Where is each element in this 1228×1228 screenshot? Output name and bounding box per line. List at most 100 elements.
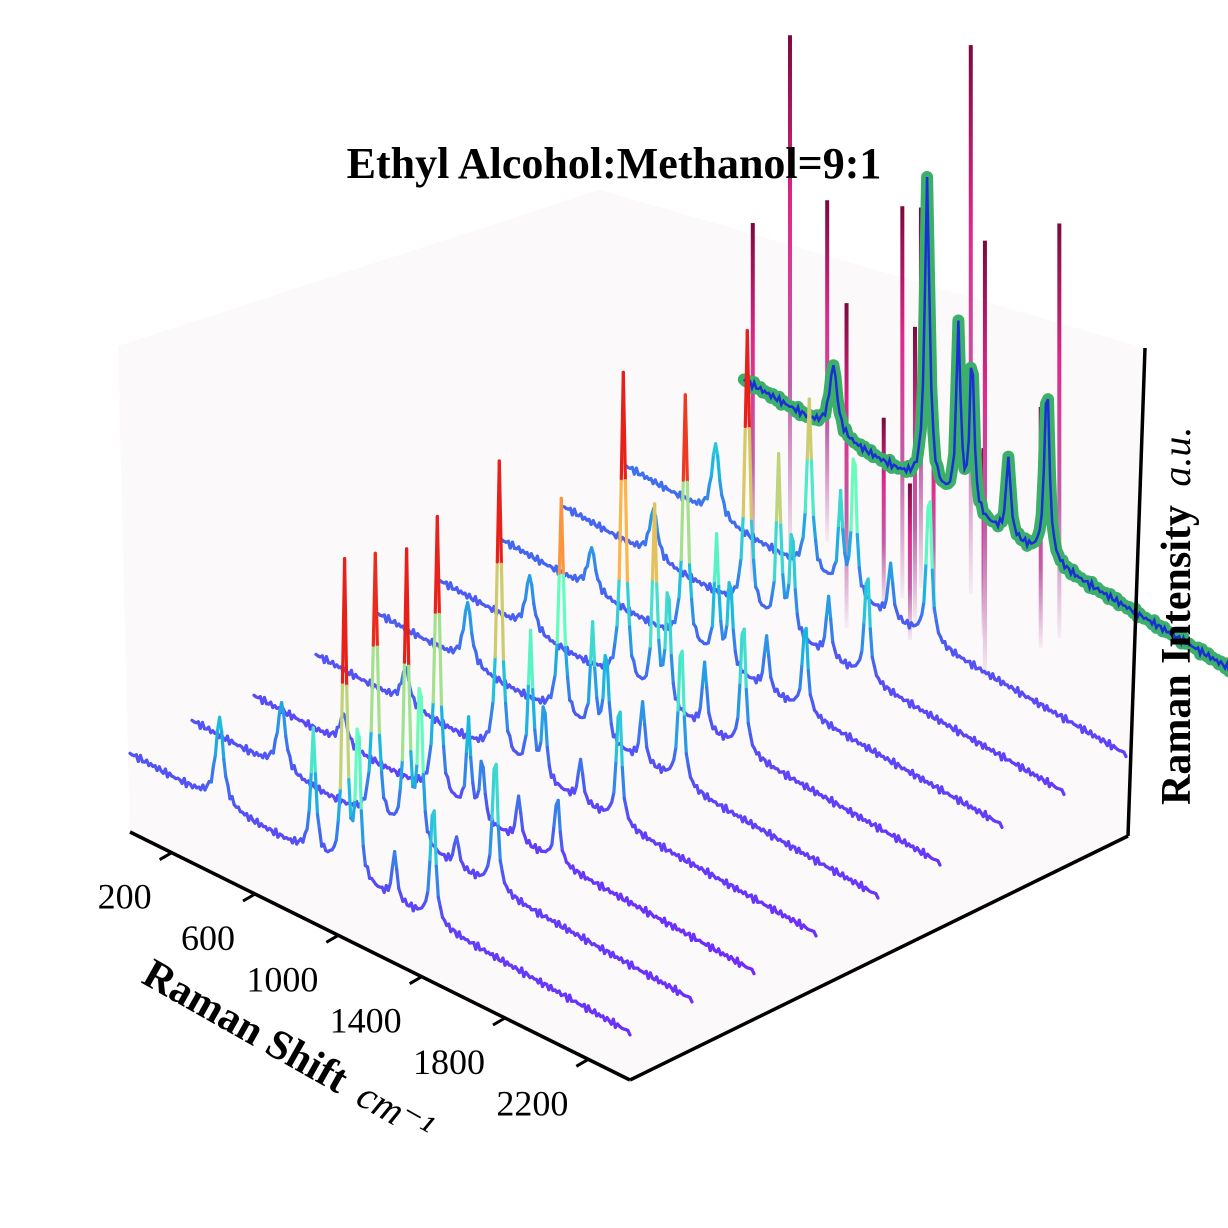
spectrum-segment	[561, 573, 568, 650]
spectrum-segment	[620, 765, 626, 801]
spectrum-segment	[499, 562, 506, 664]
spectrum-segment	[369, 643, 375, 733]
spectrum-segment	[365, 865, 372, 880]
spectra-series	[128, 171, 1228, 1037]
spectrum-segment	[623, 479, 630, 586]
spectrum-segment	[787, 532, 793, 585]
intensity-stem	[968, 45, 973, 594]
spectrum-segment	[749, 519, 756, 562]
x-tick-mark	[575, 1058, 590, 1068]
spectrum-segment	[733, 649, 740, 666]
spectrum-segment	[729, 587, 735, 632]
spectrum-segment	[888, 561, 895, 586]
spectrum-segment	[829, 617, 835, 645]
spectrum-segment	[612, 758, 618, 794]
spectrum-segment	[581, 773, 587, 794]
spectrum-segment	[550, 823, 556, 847]
spectrum-series-5	[438, 370, 942, 867]
spectrum-segment	[679, 478, 685, 562]
spectrum-segment	[742, 627, 748, 692]
intensity-stem	[931, 412, 936, 614]
spectrum-segment	[438, 905, 445, 919]
spectrum-segment	[632, 659, 638, 674]
spectrum-segment	[437, 612, 444, 709]
spectrum-segment	[423, 810, 429, 834]
spectrum-segment	[661, 646, 667, 667]
spectrum-segment	[826, 594, 833, 621]
spectrum-segment	[334, 818, 340, 842]
z-axis-label-group: Raman Intensity a.u.	[1154, 427, 1200, 805]
x-tick-mark	[158, 851, 173, 861]
spectrum-segment	[338, 680, 345, 790]
spectrum-segment	[677, 557, 683, 599]
spectrum-segment	[624, 806, 631, 821]
spectrum-segment	[687, 563, 694, 601]
spectrum-segment	[565, 675, 572, 702]
spectrum-segment	[689, 597, 696, 626]
spectrum-segment	[455, 835, 461, 849]
spectrum-segment	[1060, 788, 1066, 797]
spectrum-segment	[593, 666, 599, 700]
spectrum-segment	[781, 573, 787, 600]
spectrum-segment	[1122, 750, 1128, 759]
spectrum-segment	[375, 645, 382, 738]
spectrum-segment	[539, 705, 545, 744]
x-tick-mark	[492, 1016, 506, 1027]
spectrum-segment	[424, 889, 430, 903]
spectrum-segment	[855, 532, 861, 570]
spectrum-segment	[640, 700, 647, 727]
z-axis-label: Raman Intensity a.u.	[1154, 427, 1200, 805]
spectrum-segment	[280, 700, 286, 716]
spectrum-segment	[363, 783, 369, 801]
spectrum-segment	[791, 539, 797, 592]
spectrum-segment	[714, 532, 721, 588]
spectrum-segment	[772, 518, 779, 582]
spectrum-segment	[439, 705, 446, 748]
spectrum-segment	[528, 628, 535, 692]
spectrum-segment	[353, 727, 359, 802]
spectrum-segment	[655, 582, 661, 642]
intensity-stem	[844, 303, 849, 628]
spectrum-segment	[617, 476, 623, 581]
spectrum-segment	[853, 463, 859, 537]
spectrum-segment	[313, 772, 320, 817]
spectrum-segment	[307, 770, 313, 812]
spectrum-segment	[622, 796, 629, 811]
spectrum-segment	[868, 627, 874, 659]
spectrum-segment	[592, 553, 598, 573]
spectrum-segment	[614, 715, 620, 763]
spectrum-segment	[524, 682, 531, 736]
spectrum-segment	[998, 821, 1004, 830]
spectrum-segment	[351, 797, 357, 823]
spectrum-segment	[747, 427, 754, 523]
overlay-mean-line	[742, 176, 1228, 672]
spectrum-segment	[716, 454, 722, 482]
spectrum-segment	[795, 612, 802, 631]
spectrum-segment	[671, 681, 678, 701]
spectrum-segment	[222, 757, 228, 779]
z-axis-line	[1126, 347, 1147, 837]
spectrum-segment	[213, 728, 220, 757]
spectrum-segment	[613, 623, 619, 644]
spectrum-segment	[553, 640, 559, 677]
spectrum-segment	[395, 867, 401, 891]
spectrum-segment	[723, 622, 729, 639]
spectrum-segment	[736, 680, 742, 719]
spectrum-segment	[516, 794, 523, 815]
x-tick-label: 1800	[413, 1042, 485, 1082]
spectrum-segment	[504, 701, 510, 733]
spectrum-segment	[493, 560, 499, 659]
spectrum-segment	[822, 614, 829, 639]
spectrum-segment	[467, 715, 473, 759]
spectrum-segment	[768, 592, 774, 608]
spectrum-segment	[605, 660, 611, 705]
spectrum-segment	[860, 620, 866, 653]
depth-axis-line	[629, 834, 1129, 1082]
spectrum-segment	[599, 696, 605, 713]
spectrum-segment	[750, 967, 756, 976]
spectrum-segment	[380, 770, 386, 800]
spectrum-segment	[838, 488, 845, 532]
spectrum-segment	[284, 734, 290, 752]
spectrum-segment	[656, 532, 662, 546]
